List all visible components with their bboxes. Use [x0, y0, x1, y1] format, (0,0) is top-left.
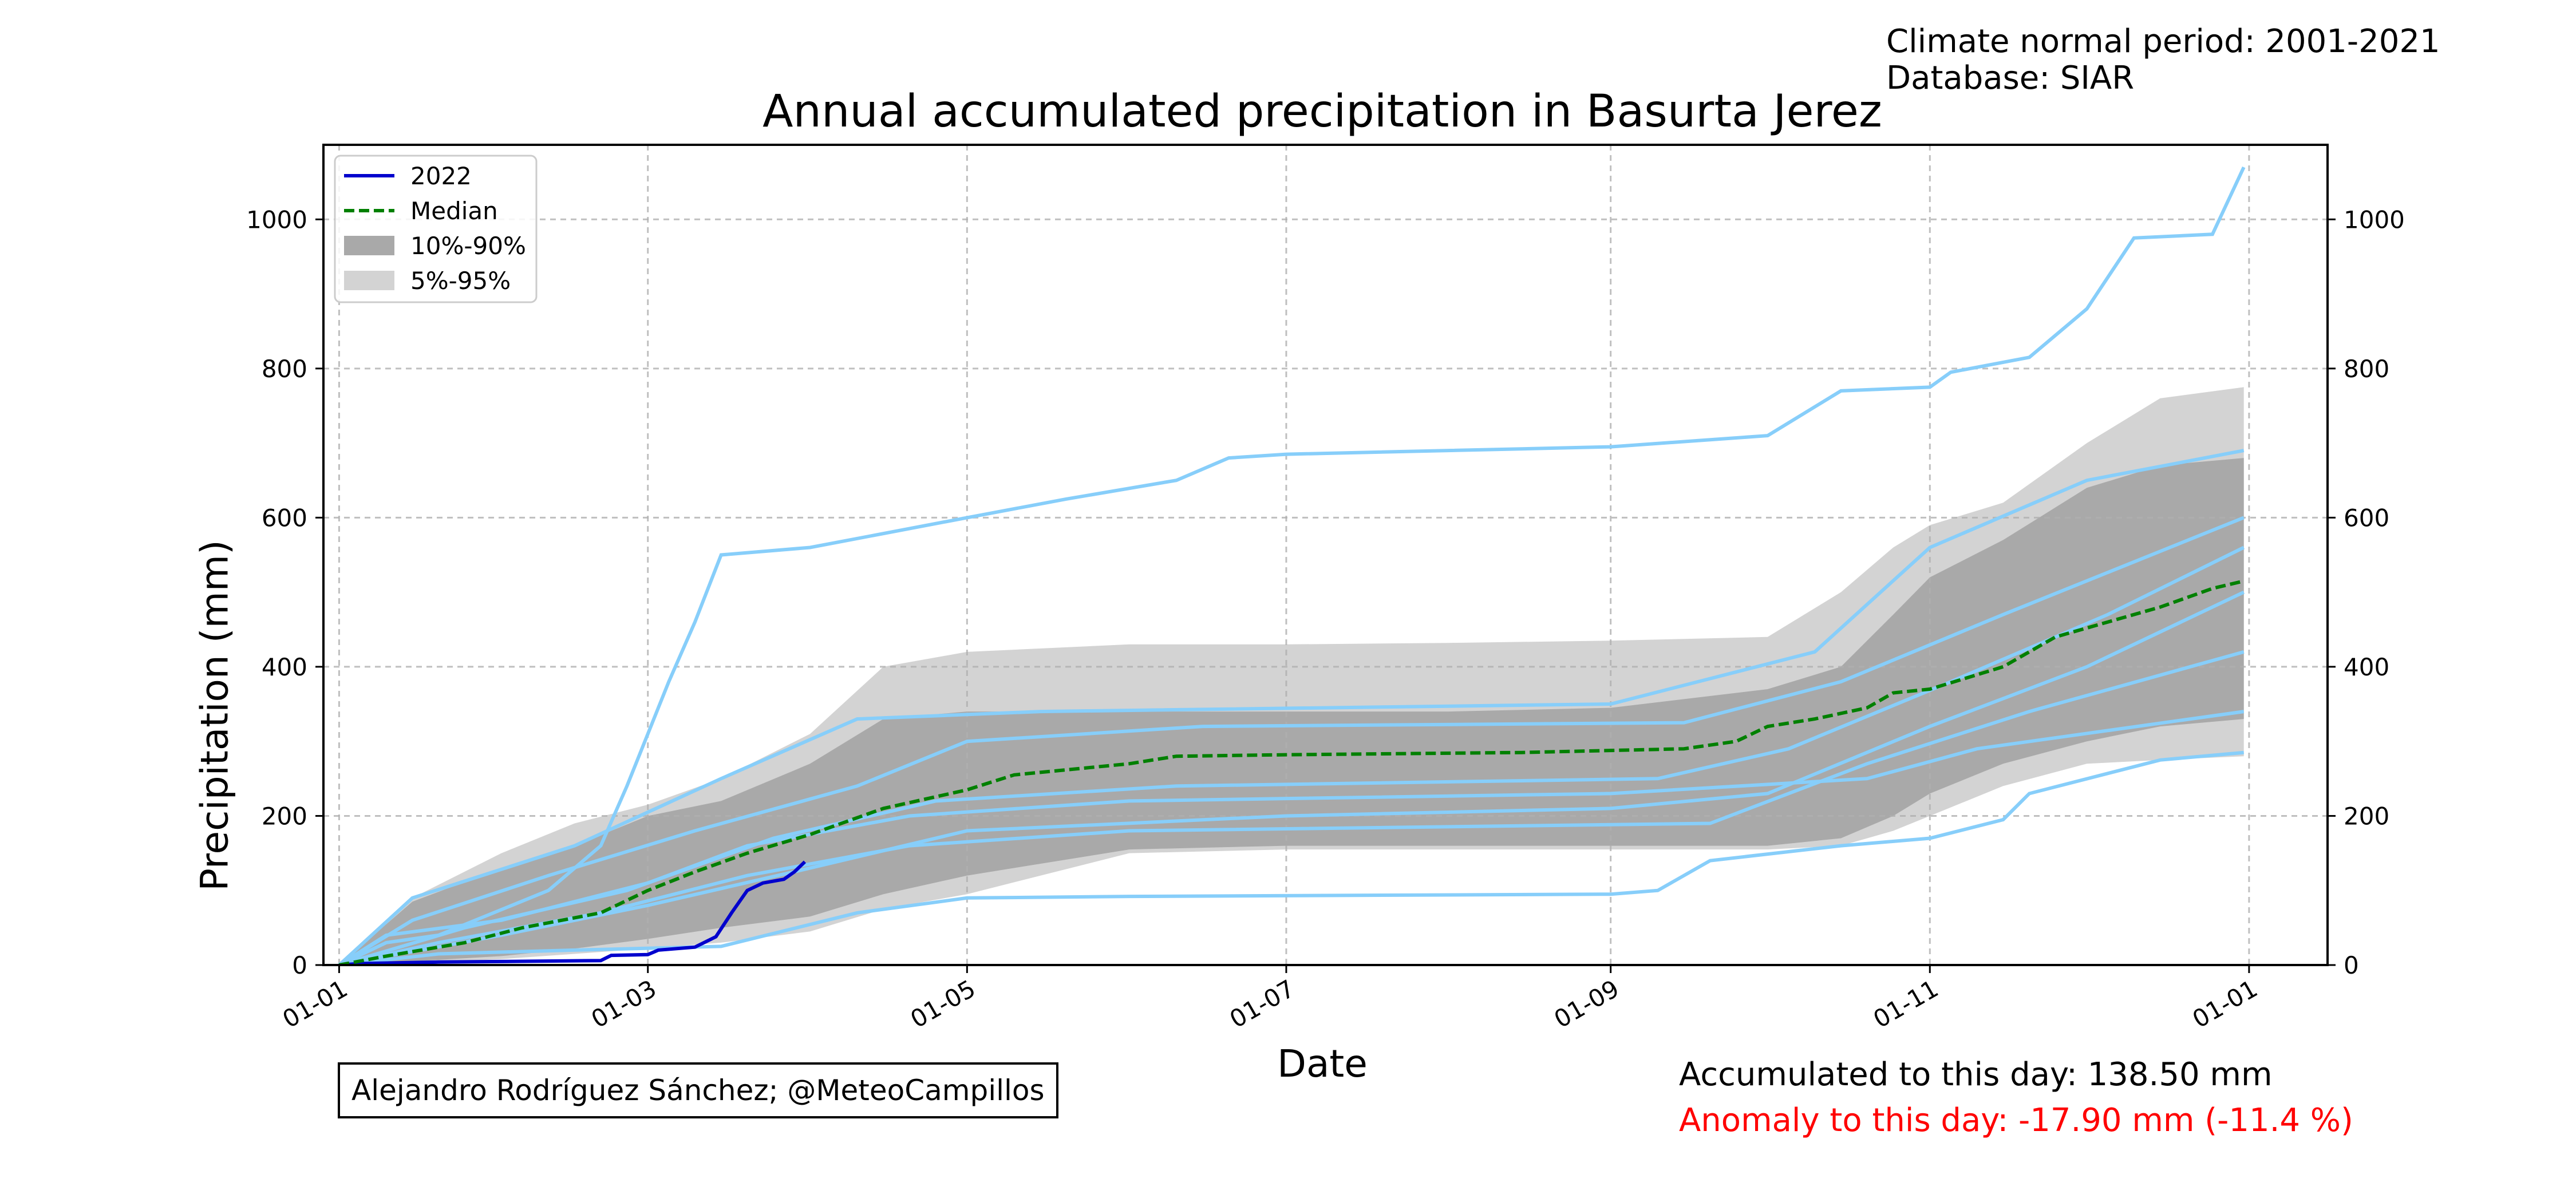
legend-swatch: [344, 271, 394, 290]
anomaly-to-date: Anomaly to this day: -17.90 mm (-11.4 %): [1679, 1102, 2353, 1139]
historical-line-2: [339, 750, 2244, 965]
historical-line-7: [338, 590, 2245, 965]
y-tick-label-right: 0: [2344, 951, 2359, 979]
legend-swatch: [344, 236, 394, 255]
y-tick-label-right: 1000: [2344, 205, 2405, 234]
author-credit: Alejandro Rodríguez Sánchez; @MeteoCampi…: [338, 1062, 1058, 1118]
y-tick-label-left: 200: [262, 802, 307, 830]
x-tick-label: 01-05: [906, 974, 980, 1033]
accumulated-to-date: Accumulated to this day: 138.50 mm: [1679, 1056, 2273, 1093]
database-label: Database: SIAR: [1886, 60, 2135, 97]
x-tick-label: 01-01: [2188, 974, 2262, 1033]
historical-line-8: [338, 545, 2245, 965]
legend-label: 10%-90%: [410, 232, 526, 260]
series-line-2022: [339, 860, 807, 965]
y-tick-label-left: 800: [262, 355, 307, 383]
historical-line-1: [338, 166, 2246, 965]
x-tick-label: 01-09: [1549, 974, 1623, 1033]
climate-normal-period: Climate normal period: 2001-2021: [1886, 23, 2440, 60]
y-tick-label-left: 1000: [246, 205, 307, 234]
legend-label: Median: [410, 197, 498, 225]
x-axis-label: Date: [1277, 1042, 1368, 1086]
y-tick-label-left: 400: [262, 653, 307, 681]
band-10-90: [339, 458, 2244, 965]
chart-title: Annual accumulated precipitation in Basu…: [762, 86, 1882, 137]
y-tick-label-right: 800: [2344, 355, 2389, 383]
x-tick-label: 01-07: [1225, 974, 1299, 1033]
x-tick-label: 01-03: [587, 974, 661, 1033]
y-tick-label-right: 400: [2344, 653, 2389, 681]
series-line-median: [338, 579, 2245, 965]
legend-label: 2022: [410, 162, 472, 190]
legend-label: 5%-95%: [410, 267, 511, 295]
x-tick-label: 01-11: [1868, 974, 1943, 1033]
y-tick-label-left: 600: [262, 504, 307, 532]
plot-frame: [322, 144, 2329, 966]
historical-line-4: [338, 516, 2245, 965]
x-tick-label: 01-01: [278, 974, 352, 1033]
historical-line-6: [338, 449, 2245, 965]
legend-box: [334, 155, 538, 303]
y-tick-label-right: 200: [2344, 802, 2389, 830]
y-tick-label-right: 600: [2344, 504, 2389, 532]
y-tick-label-left: 0: [292, 951, 307, 979]
historical-line-3: [338, 710, 2245, 965]
